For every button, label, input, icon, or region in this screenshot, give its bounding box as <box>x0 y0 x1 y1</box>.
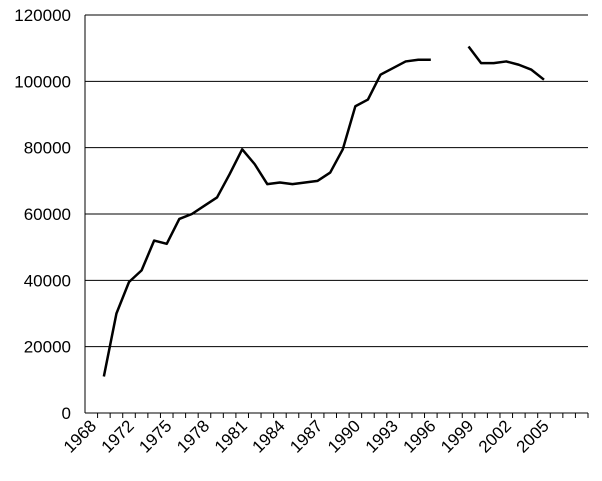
y-tick-label: 40000 <box>24 271 71 290</box>
x-tick-label: 1990 <box>324 416 364 456</box>
line <box>102 45 545 377</box>
y-tick-label: 80000 <box>24 139 71 158</box>
x-tick-label: 1984 <box>249 416 289 456</box>
x-tick-label: 2005 <box>513 416 553 456</box>
x-tick-label: 1987 <box>286 416 326 456</box>
y-tick-label: 60000 <box>24 205 71 224</box>
x-tick-label: 1981 <box>211 416 251 456</box>
x-tick-label: 1978 <box>173 416 213 456</box>
x-tick-label: 1993 <box>362 416 402 456</box>
x-tick-label: 1999 <box>437 416 477 456</box>
y-tick-label: 120000 <box>14 6 71 25</box>
x-tick-label: 1996 <box>399 416 439 456</box>
x-tick-label: 1972 <box>98 416 138 456</box>
x-tick-label: 2002 <box>475 416 515 456</box>
y-tick-label: 0 <box>62 404 71 423</box>
y-tick-label: 20000 <box>24 338 71 357</box>
y-tick-label: 100000 <box>14 72 71 91</box>
x-tick-label: 1975 <box>135 416 175 456</box>
